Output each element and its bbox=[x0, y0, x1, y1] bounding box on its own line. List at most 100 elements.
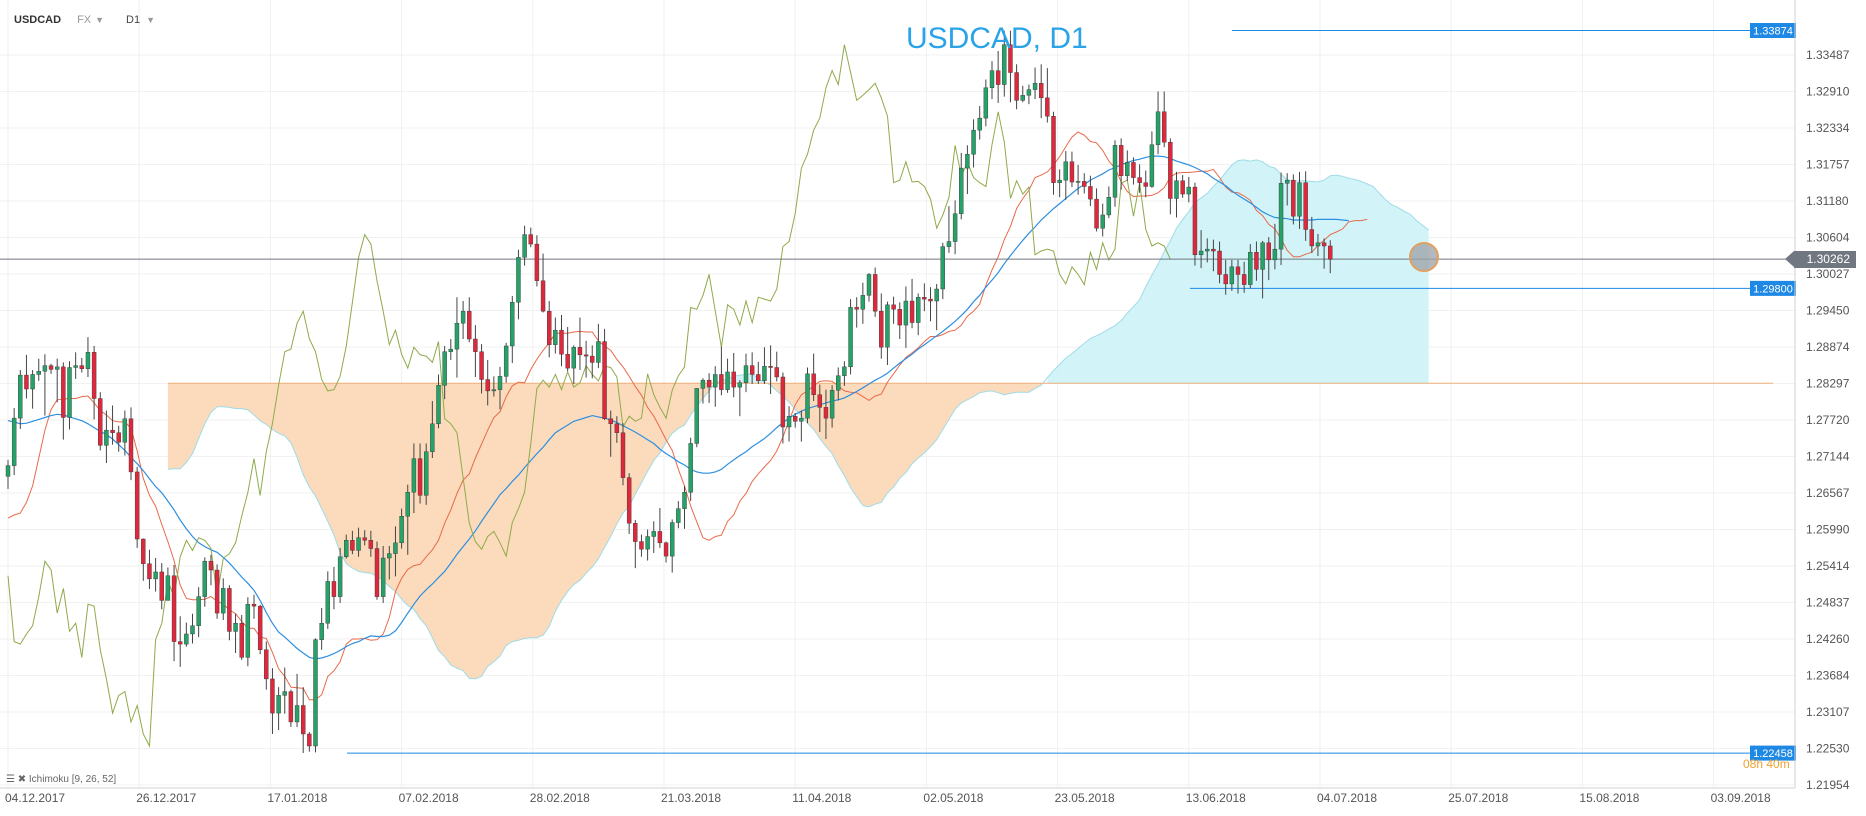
candle[interactable] bbox=[337, 547, 343, 603]
candle[interactable] bbox=[1149, 131, 1155, 188]
candle[interactable] bbox=[61, 362, 66, 440]
candle[interactable] bbox=[928, 287, 933, 322]
candle[interactable] bbox=[1303, 171, 1308, 241]
candle[interactable] bbox=[1309, 216, 1315, 253]
candle[interactable] bbox=[1174, 171, 1179, 218]
candle[interactable] bbox=[780, 372, 786, 444]
candle[interactable] bbox=[946, 206, 952, 253]
candle[interactable] bbox=[1241, 261, 1247, 293]
candle[interactable] bbox=[1284, 173, 1290, 206]
candle[interactable] bbox=[344, 534, 349, 559]
indicator-settings-icon[interactable]: ☰ ✖ bbox=[6, 774, 27, 785]
candle[interactable] bbox=[147, 549, 152, 590]
candle[interactable] bbox=[190, 613, 195, 644]
candle[interactable] bbox=[454, 297, 460, 378]
candle[interactable] bbox=[380, 545, 386, 603]
candle[interactable] bbox=[282, 667, 287, 714]
candle[interactable] bbox=[1223, 259, 1228, 295]
candle[interactable] bbox=[626, 473, 632, 534]
candle[interactable] bbox=[934, 283, 939, 331]
candle[interactable] bbox=[995, 51, 1001, 103]
indicator-label[interactable]: ☰ ✖ Ichimoku [9, 26, 52] bbox=[6, 774, 116, 785]
candle[interactable] bbox=[448, 339, 453, 360]
candle[interactable] bbox=[251, 594, 257, 619]
candle[interactable] bbox=[362, 530, 367, 546]
candle[interactable] bbox=[749, 352, 755, 384]
candle[interactable] bbox=[319, 608, 324, 650]
candle[interactable] bbox=[1112, 140, 1118, 207]
candle[interactable] bbox=[479, 344, 484, 394]
candle[interactable] bbox=[368, 530, 374, 557]
candle[interactable] bbox=[196, 587, 201, 638]
candle[interactable] bbox=[793, 413, 798, 428]
candles[interactable] bbox=[5, 30, 1333, 753]
candle[interactable] bbox=[1205, 238, 1210, 263]
candle[interactable] bbox=[608, 410, 613, 457]
candle[interactable] bbox=[1038, 64, 1044, 119]
candle[interactable] bbox=[67, 361, 72, 430]
candle[interactable] bbox=[24, 354, 29, 399]
candle[interactable] bbox=[614, 416, 620, 443]
candle[interactable] bbox=[583, 340, 589, 378]
candle[interactable] bbox=[116, 425, 121, 452]
candle[interactable] bbox=[1260, 240, 1265, 299]
candle[interactable] bbox=[227, 585, 232, 641]
candle[interactable] bbox=[503, 342, 509, 383]
candle[interactable] bbox=[1315, 233, 1321, 257]
candle[interactable] bbox=[1137, 164, 1142, 193]
candle[interactable] bbox=[1002, 30, 1007, 97]
candle[interactable] bbox=[424, 443, 429, 505]
candle[interactable] bbox=[110, 405, 115, 445]
candle[interactable] bbox=[645, 529, 650, 561]
candle[interactable] bbox=[91, 345, 97, 420]
candle[interactable] bbox=[510, 295, 515, 364]
candle[interactable] bbox=[682, 485, 687, 529]
candle[interactable] bbox=[208, 554, 214, 586]
candle[interactable] bbox=[1051, 111, 1056, 195]
candle[interactable] bbox=[590, 345, 595, 379]
candle[interactable] bbox=[940, 242, 945, 300]
candle[interactable] bbox=[854, 297, 859, 328]
candle[interactable] bbox=[1100, 203, 1105, 237]
candle[interactable] bbox=[811, 353, 816, 402]
candle[interactable] bbox=[903, 286, 909, 348]
candle[interactable] bbox=[85, 337, 91, 377]
candle[interactable] bbox=[460, 301, 466, 340]
candle[interactable] bbox=[829, 385, 835, 428]
candle[interactable] bbox=[257, 604, 263, 655]
candle[interactable] bbox=[1045, 68, 1050, 123]
candle[interactable] bbox=[725, 358, 730, 393]
candle[interactable] bbox=[756, 361, 761, 384]
candle[interactable] bbox=[325, 571, 330, 629]
candle[interactable] bbox=[1266, 237, 1271, 281]
candle[interactable] bbox=[1088, 175, 1093, 207]
candle[interactable] bbox=[657, 508, 663, 548]
candle[interactable] bbox=[1008, 30, 1013, 103]
candle[interactable] bbox=[559, 314, 564, 367]
candle[interactable] bbox=[1272, 223, 1278, 270]
chevron-down-icon[interactable]: ▼ bbox=[95, 15, 105, 25]
candle[interactable] bbox=[350, 530, 355, 555]
candle[interactable] bbox=[1063, 151, 1069, 200]
candle[interactable] bbox=[922, 283, 927, 312]
candle[interactable] bbox=[1321, 238, 1327, 269]
candle[interactable] bbox=[1180, 175, 1185, 198]
candle[interactable] bbox=[602, 328, 607, 421]
candle[interactable] bbox=[442, 345, 447, 400]
candle[interactable] bbox=[294, 673, 300, 728]
candle[interactable] bbox=[700, 378, 706, 404]
candle[interactable] bbox=[1020, 85, 1025, 103]
candle[interactable] bbox=[909, 278, 915, 329]
candle[interactable] bbox=[639, 534, 644, 557]
candle[interactable] bbox=[651, 521, 656, 553]
candle[interactable] bbox=[799, 410, 804, 442]
timeframe-selector[interactable]: D1 bbox=[126, 14, 141, 26]
candle[interactable] bbox=[411, 443, 417, 514]
candle[interactable] bbox=[491, 376, 497, 397]
candle[interactable] bbox=[214, 564, 220, 619]
candle[interactable] bbox=[18, 370, 23, 429]
candle[interactable] bbox=[731, 352, 736, 398]
candle[interactable] bbox=[264, 641, 269, 690]
candle[interactable] bbox=[73, 352, 78, 379]
